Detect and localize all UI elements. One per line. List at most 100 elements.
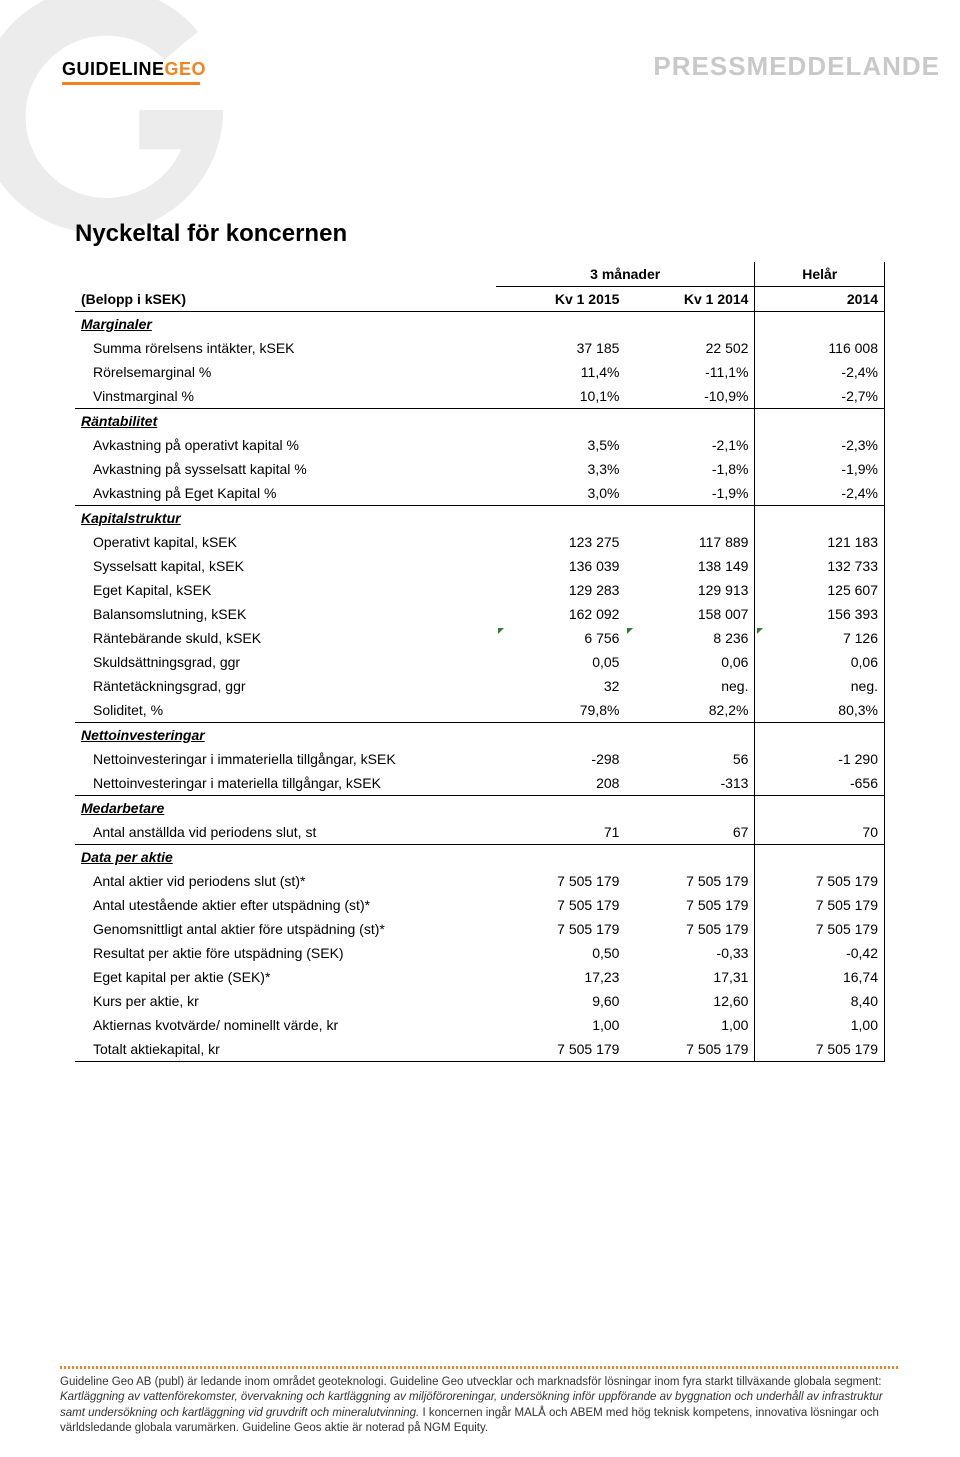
cell: 67 xyxy=(625,820,755,845)
section-rantabilitet-label: Räntabilitet xyxy=(75,409,496,434)
row-label: Avkastning på Eget Kapital % xyxy=(75,481,496,506)
table-row: Antal aktier vid periodens slut (st)*7 5… xyxy=(75,869,885,893)
cell: 7 505 179 xyxy=(755,1037,885,1062)
cell: 136 039 xyxy=(496,554,626,578)
section-medarbetare: Medarbetare xyxy=(75,796,885,821)
cell: -656 xyxy=(755,771,885,796)
page: GUIDELINEGEO PRESSMEDDELANDE Nyckeltal f… xyxy=(0,0,960,1457)
cell: 37 185 xyxy=(496,336,626,360)
cell: -2,4% xyxy=(755,481,885,506)
cell: 17,23 xyxy=(496,965,626,989)
cell: 1,00 xyxy=(755,1013,885,1037)
table-row: Skuldsättningsgrad, ggr0,050,060,06 xyxy=(75,650,885,674)
cell: 7 505 179 xyxy=(625,1037,755,1062)
row-label: Operativt kapital, kSEK xyxy=(75,530,496,554)
cell: 56 xyxy=(625,747,755,771)
cell: 1,00 xyxy=(496,1013,626,1037)
cell: 22 502 xyxy=(625,336,755,360)
section-nettoinvesteringar: Nettoinvesteringar xyxy=(75,723,885,748)
cell: -313 xyxy=(625,771,755,796)
section-marginaler-label: Marginaler xyxy=(75,312,496,337)
table-row: Resultat per aktie före utspädning (SEK)… xyxy=(75,941,885,965)
row-label: Sysselsatt kapital, kSEK xyxy=(75,554,496,578)
cell: 7 505 179 xyxy=(496,869,626,893)
row-label: Aktiernas kvotvärde/ nominellt värde, kr xyxy=(75,1013,496,1037)
table-row: Antal anställda vid periodens slut, st71… xyxy=(75,820,885,845)
cell: 116 008 xyxy=(755,336,885,360)
cell: 117 889 xyxy=(625,530,755,554)
cell: 121 183 xyxy=(755,530,885,554)
footer-text: Guideline Geo AB (publ) är ledande inom … xyxy=(60,1375,900,1437)
table-row: Avkastning på operativt kapital %3,5%-2,… xyxy=(75,433,885,457)
cell: 208 xyxy=(496,771,626,796)
row-label: Nettoinvesteringar i immateriella tillgå… xyxy=(75,747,496,771)
cell: 71 xyxy=(496,820,626,845)
cell: 129 283 xyxy=(496,578,626,602)
cell: -2,3% xyxy=(755,433,885,457)
table-row: Nettoinvesteringar i immateriella tillgå… xyxy=(75,747,885,771)
row-label: Eget Kapital, kSEK xyxy=(75,578,496,602)
row-label: Antal utestående aktier efter utspädning… xyxy=(75,893,496,917)
cell: neg. xyxy=(755,674,885,698)
footer: Guideline Geo AB (publ) är ledande inom … xyxy=(0,1366,960,1437)
section-marginaler: Marginaler xyxy=(75,312,885,337)
cell: 162 092 xyxy=(496,602,626,626)
cell: -2,1% xyxy=(625,433,755,457)
row-label: Räntebärande skuld, kSEK xyxy=(75,626,496,650)
table-row: Operativt kapital, kSEK123 275117 889121… xyxy=(75,530,885,554)
cell: 10,1% xyxy=(496,384,626,409)
cell: 129 913 xyxy=(625,578,755,602)
cell: -0,42 xyxy=(755,941,885,965)
super-header-fy: Helår xyxy=(755,262,885,287)
cell: 82,2% xyxy=(625,698,755,723)
section-kapitalstruktur-label: Kapitalstruktur xyxy=(75,506,496,531)
cell: 138 149 xyxy=(625,554,755,578)
super-header-3m: 3 månader xyxy=(496,262,755,287)
content-area: Nyckeltal för koncernen 3 månader Helår … xyxy=(0,0,960,1062)
header-label: (Belopp i kSEK) xyxy=(75,287,496,312)
row-label: Balansomslutning, kSEK xyxy=(75,602,496,626)
cell: 7 505 179 xyxy=(755,917,885,941)
cell: -298 xyxy=(496,747,626,771)
cell: 3,0% xyxy=(496,481,626,506)
table-row: Vinstmarginal %10,1%-10,9%-2,7% xyxy=(75,384,885,409)
row-label: Resultat per aktie före utspädning (SEK) xyxy=(75,941,496,965)
table-row: Soliditet, %79,8%82,2%80,3% xyxy=(75,698,885,723)
cell: -10,9% xyxy=(625,384,755,409)
table-row: Kurs per aktie, kr9,6012,608,40 xyxy=(75,989,885,1013)
section-data-per-aktie-label: Data per aktie xyxy=(75,845,496,870)
cell: -0,33 xyxy=(625,941,755,965)
row-label: Avkastning på operativt kapital % xyxy=(75,433,496,457)
cell: 0,06 xyxy=(625,650,755,674)
table-row: Eget kapital per aktie (SEK)*17,2317,311… xyxy=(75,965,885,989)
row-label: Totalt aktiekapital, kr xyxy=(75,1037,496,1062)
cell: neg. xyxy=(625,674,755,698)
table-row: Summa rörelsens intäkter, kSEK37 18522 5… xyxy=(75,336,885,360)
cell: 156 393 xyxy=(755,602,885,626)
cell: -1,9% xyxy=(625,481,755,506)
cell: -1,8% xyxy=(625,457,755,481)
table-row: Räntetäckningsgrad, ggr32neg.neg. xyxy=(75,674,885,698)
cell: 0,05 xyxy=(496,650,626,674)
table-row: Avkastning på Eget Kapital %3,0%-1,9%-2,… xyxy=(75,481,885,506)
section-rantabilitet: Räntabilitet xyxy=(75,409,885,434)
cell: 8,40 xyxy=(755,989,885,1013)
table-row: Nettoinvesteringar i materiella tillgång… xyxy=(75,771,885,796)
cell: 70 xyxy=(755,820,885,845)
table-row: Rörelsemarginal %11,4%-11,1%-2,4% xyxy=(75,360,885,384)
row-label: Nettoinvesteringar i materiella tillgång… xyxy=(75,771,496,796)
cell: 7 505 179 xyxy=(755,893,885,917)
key-figures-table: 3 månader Helår (Belopp i kSEK) Kv 1 201… xyxy=(75,262,885,1062)
cell: 158 007 xyxy=(625,602,755,626)
cell: 3,5% xyxy=(496,433,626,457)
cell: -11,1% xyxy=(625,360,755,384)
cell: 8 236 xyxy=(625,626,755,650)
cell: 1,00 xyxy=(625,1013,755,1037)
header-c3: 2014 xyxy=(755,287,885,312)
cell: 12,60 xyxy=(625,989,755,1013)
cell: 3,3% xyxy=(496,457,626,481)
row-label: Rörelsemarginal % xyxy=(75,360,496,384)
cell: 7 505 179 xyxy=(496,917,626,941)
cell: 11,4% xyxy=(496,360,626,384)
cell: -2,4% xyxy=(755,360,885,384)
